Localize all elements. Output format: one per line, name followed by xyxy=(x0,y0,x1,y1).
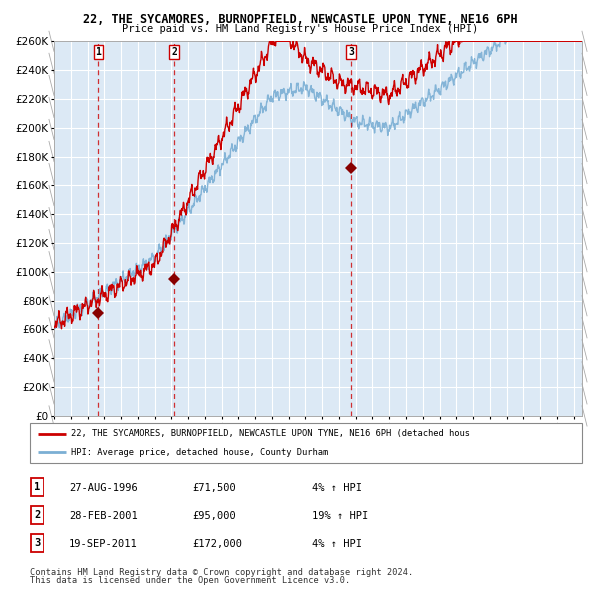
Text: 2: 2 xyxy=(34,510,40,520)
FancyBboxPatch shape xyxy=(30,423,582,463)
Text: 1: 1 xyxy=(34,482,40,492)
Text: Contains HM Land Registry data © Crown copyright and database right 2024.: Contains HM Land Registry data © Crown c… xyxy=(30,568,413,577)
Text: 3: 3 xyxy=(348,47,354,57)
Text: £95,000: £95,000 xyxy=(192,511,236,520)
Text: £172,000: £172,000 xyxy=(192,539,242,549)
Text: 22, THE SYCAMORES, BURNOPFIELD, NEWCASTLE UPON TYNE, NE16 6PH (detached hous: 22, THE SYCAMORES, BURNOPFIELD, NEWCASTL… xyxy=(71,430,470,438)
Text: 4% ↑ HPI: 4% ↑ HPI xyxy=(312,539,362,549)
Text: HPI: Average price, detached house, County Durham: HPI: Average price, detached house, Coun… xyxy=(71,448,329,457)
FancyBboxPatch shape xyxy=(31,506,44,524)
Text: This data is licensed under the Open Government Licence v3.0.: This data is licensed under the Open Gov… xyxy=(30,576,350,585)
Text: £71,500: £71,500 xyxy=(192,483,236,493)
Text: 1: 1 xyxy=(95,47,101,57)
Text: 22, THE SYCAMORES, BURNOPFIELD, NEWCASTLE UPON TYNE, NE16 6PH: 22, THE SYCAMORES, BURNOPFIELD, NEWCASTL… xyxy=(83,13,517,26)
Text: Price paid vs. HM Land Registry's House Price Index (HPI): Price paid vs. HM Land Registry's House … xyxy=(122,24,478,34)
Text: 27-AUG-1996: 27-AUG-1996 xyxy=(69,483,138,493)
Text: 2: 2 xyxy=(171,47,177,57)
FancyBboxPatch shape xyxy=(31,478,44,496)
Text: 28-FEB-2001: 28-FEB-2001 xyxy=(69,511,138,520)
Text: 4% ↑ HPI: 4% ↑ HPI xyxy=(312,483,362,493)
Text: 19-SEP-2011: 19-SEP-2011 xyxy=(69,539,138,549)
Text: 19% ↑ HPI: 19% ↑ HPI xyxy=(312,511,368,520)
Text: 3: 3 xyxy=(34,538,40,548)
FancyBboxPatch shape xyxy=(31,534,44,552)
